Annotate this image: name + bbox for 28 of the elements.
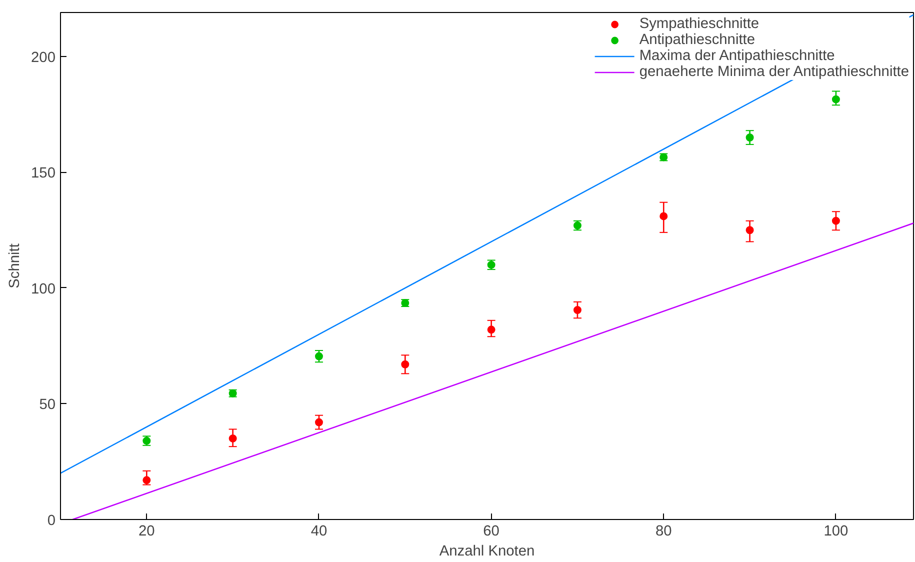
legend-label: genaeherte Minima der Antipathieschnitte	[639, 64, 909, 80]
x-tick-label: 80	[655, 524, 672, 540]
x-axis-title: Anzahl Knoten	[439, 544, 535, 560]
x-tick-label: 60	[483, 524, 500, 540]
y-tick-label: 150	[31, 166, 56, 182]
point	[314, 418, 323, 426]
point	[746, 134, 754, 142]
point	[573, 306, 582, 314]
y-axis-title: Schnitt	[7, 244, 24, 288]
point	[228, 434, 237, 442]
x-tick-label: 100	[824, 524, 848, 540]
point	[660, 212, 668, 220]
y-tick-label: 100	[31, 281, 56, 298]
point	[746, 226, 754, 234]
x-tick-label: 20	[138, 524, 155, 540]
x-tick-label: 40	[310, 524, 328, 540]
legend-label: Antipathieschnitte	[639, 32, 756, 48]
point	[832, 216, 840, 225]
y-tick-label: 50	[39, 397, 56, 414]
point	[832, 95, 840, 104]
point	[314, 352, 323, 360]
point	[487, 326, 496, 334]
legend-label: Maxima der Antipathieschnitte	[639, 48, 835, 64]
point	[142, 476, 151, 484]
legend-label: Sympathieschnitte	[639, 16, 760, 32]
point	[401, 360, 410, 368]
y-tick-label: 200	[31, 50, 56, 66]
y-tick-label: 0	[47, 513, 56, 529]
